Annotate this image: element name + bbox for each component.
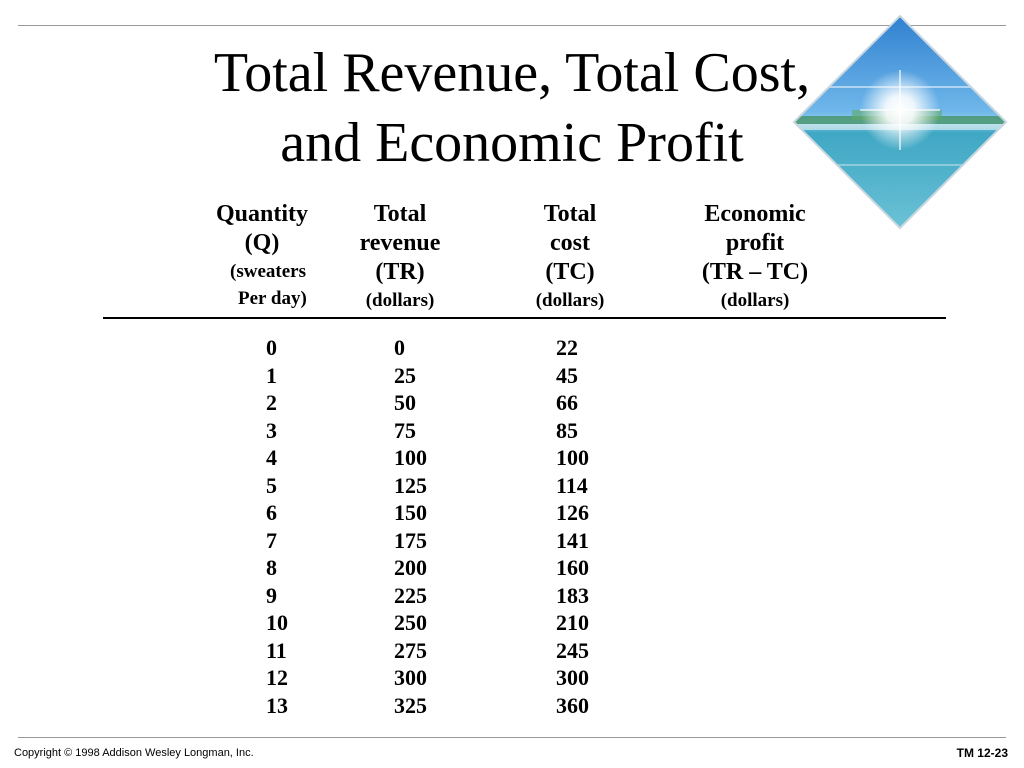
header-tr-line2: revenue: [359, 230, 441, 256]
total-revenue-cell: 175: [394, 527, 427, 553]
total-revenue-cell: 200: [394, 555, 427, 580]
quantity-cell: 3: [266, 417, 277, 443]
header-ep-line2: profit: [725, 230, 785, 256]
total-revenue-cell: 25: [394, 362, 416, 388]
quantity-cell: 10: [266, 610, 288, 635]
quantity-cell: 4: [266, 445, 277, 470]
header-divider: [103, 317, 946, 319]
header-tc-line1: Total: [543, 201, 597, 227]
header-total-revenue: Total revenue (TR) (dollars): [330, 200, 470, 315]
total-revenue-cell: 225: [394, 582, 427, 608]
title-line-2: and Economic Profit: [280, 112, 744, 174]
quantity-cell: 13: [266, 692, 288, 718]
total-revenue-cell: 75: [394, 417, 416, 443]
header-ep-line1: Economic: [704, 201, 806, 227]
quantity-cell: 2: [266, 390, 277, 415]
header-quantity-line4: Per day): [238, 288, 307, 309]
header-ep-line3: (TR – TC): [701, 259, 809, 285]
total-cost-cell: 114: [556, 472, 588, 498]
header-tc-line2: cost: [550, 230, 590, 256]
total-revenue-cell: 125: [394, 472, 427, 498]
total-cost-cell: 160: [556, 555, 589, 580]
total-revenue-cell: 100: [394, 445, 427, 470]
total-cost-cell: 141: [556, 527, 589, 553]
beach-diamond-image: [792, 14, 1008, 230]
header-tc-line4: (dollars): [535, 290, 605, 311]
header-quantity-line1: Quantity: [215, 201, 308, 227]
total-revenue-cell: 275: [394, 637, 427, 663]
quantity-column: 0 1 2 3 4 5 6 7 8 9 10 11 12 13: [266, 334, 288, 719]
total-revenue-cell: 250: [394, 610, 427, 635]
slide-number: TM 12-23: [956, 746, 1008, 760]
header-economic-profit: Economic profit (TR – TC) (dollars): [670, 200, 840, 315]
header-tr-line1: Total: [373, 201, 427, 227]
header-quantity-line3: (sweaters: [230, 261, 306, 282]
total-cost-cell: 45: [556, 362, 578, 388]
header-quantity-line2: (Q): [244, 230, 280, 256]
total-revenue-column: 0 25 50 75 100 125 150 175 200 225 250 275 300 325: [394, 334, 427, 719]
quantity-cell: 9: [266, 582, 277, 608]
total-revenue-cell: 0: [394, 335, 405, 360]
total-cost-cell: 210: [556, 610, 589, 635]
total-revenue-cell: 50: [394, 390, 416, 415]
header-ep-line4: (dollars): [720, 290, 790, 311]
header-tr-line4: (dollars): [365, 290, 435, 311]
total-revenue-cell: 325: [394, 692, 427, 718]
total-cost-cell: 66: [556, 390, 578, 415]
header-tr-line3: (TR): [375, 259, 425, 285]
total-cost-cell: 183: [556, 582, 589, 608]
quantity-cell: 0: [266, 335, 277, 360]
total-cost-cell: 22: [556, 335, 578, 360]
quantity-cell: 5: [266, 472, 277, 498]
quantity-cell: 1: [266, 362, 277, 388]
total-cost-cell: 85: [556, 417, 578, 443]
total-cost-cell: 100: [556, 445, 589, 470]
bottom-rule: [18, 737, 1006, 738]
total-cost-cell: 245: [556, 637, 589, 663]
quantity-cell: 7: [266, 527, 277, 553]
quantity-cell: 8: [266, 555, 277, 580]
top-rule: [18, 25, 1006, 26]
quantity-cell: 11: [266, 637, 287, 663]
header-quantity: Quantity (Q): [192, 200, 332, 258]
total-cost-cell: 300: [556, 665, 589, 690]
total-cost-cell: 126: [556, 500, 589, 525]
quantity-cell: 12: [266, 665, 288, 690]
total-revenue-cell: 150: [394, 500, 427, 525]
header-tc-line3: (TC): [545, 259, 595, 285]
quantity-cell: 6: [266, 500, 277, 525]
slide-title: Total Revenue, Total Cost, and Economic …: [0, 38, 1024, 178]
total-cost-column: 22 45 66 85 100 114 126 141 160 183 210 245 300 360: [556, 334, 589, 719]
copyright-text: Copyright © 1998 Addison Wesley Longman,…: [14, 747, 254, 759]
title-line-1: Total Revenue, Total Cost,: [213, 42, 811, 104]
total-cost-cell: 360: [556, 692, 589, 718]
total-revenue-cell: 300: [394, 665, 427, 690]
header-total-cost: Total cost (TC) (dollars): [500, 200, 640, 315]
